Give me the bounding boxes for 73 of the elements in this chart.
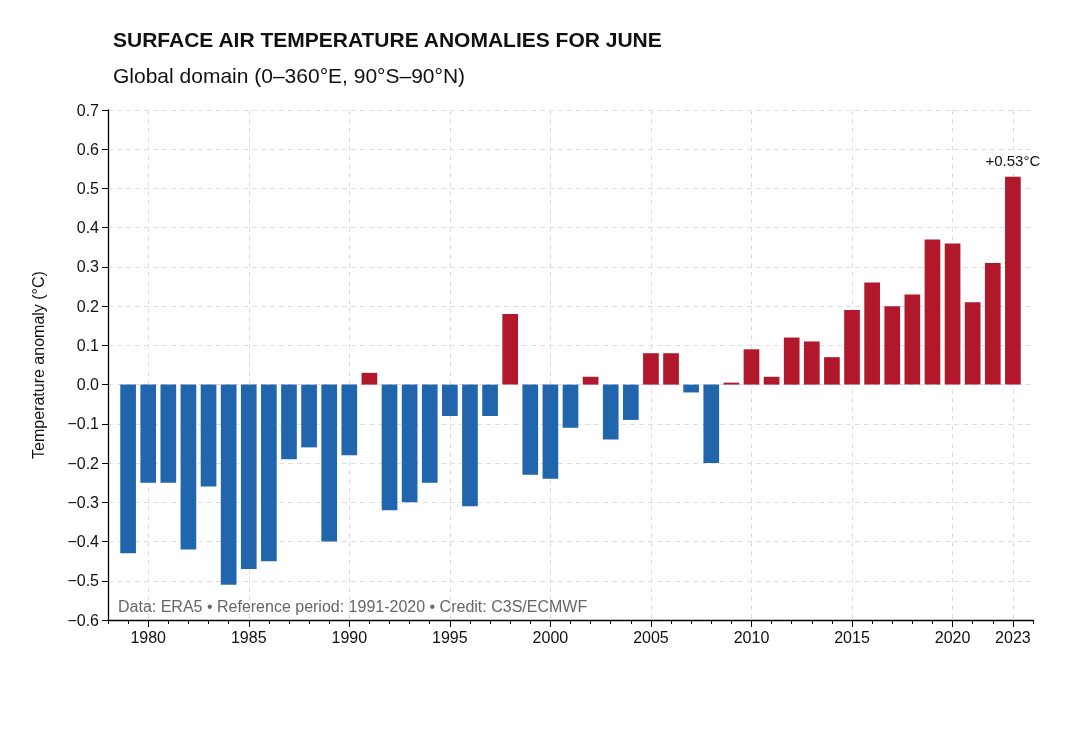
bar (643, 353, 659, 385)
y-tick-label: −0.4 (67, 533, 100, 551)
x-tick-label: 2010 (733, 628, 770, 646)
y-tick-label: 0.5 (76, 179, 100, 197)
bar (763, 376, 780, 385)
bar (824, 357, 840, 385)
bar (401, 384, 418, 503)
bar (200, 384, 217, 487)
bar (341, 384, 358, 456)
bar (844, 310, 860, 385)
bar (884, 306, 901, 385)
bar (442, 384, 458, 416)
bar (904, 294, 921, 385)
x-tick-label: 1995 (432, 628, 468, 646)
bar (562, 384, 579, 428)
bar (180, 384, 197, 550)
bar (522, 384, 539, 475)
x-tick-label: 2005 (633, 628, 669, 646)
y-tick-label: −0.5 (67, 572, 100, 590)
y-tick-label: −0.2 (67, 454, 100, 472)
bar (803, 341, 820, 385)
bar (281, 384, 297, 460)
bar (462, 384, 478, 507)
bar (964, 302, 981, 385)
bar (361, 372, 378, 385)
bar (160, 384, 177, 483)
y-axis-title: Temperature anomaly (°C) (29, 271, 47, 459)
bar (120, 384, 136, 554)
bar (683, 384, 699, 393)
y-tick-label: 0.1 (76, 336, 100, 354)
bar (783, 337, 800, 385)
bar (944, 243, 961, 385)
y-tick-label: 0.3 (76, 258, 100, 276)
x-tick-label: 2023 (995, 628, 1031, 646)
y-tick-label: −0.6 (67, 611, 100, 629)
chart-title: SURFACE AIR TEMPERATURE ANOMALIES FOR JUNE (113, 28, 662, 51)
bar (622, 384, 639, 420)
y-tick-label: 0.0 (76, 376, 100, 394)
x-tick-label: 2000 (532, 628, 569, 646)
bar (1005, 176, 1021, 385)
x-tick-label: 2015 (834, 628, 870, 646)
y-tick-label: −0.1 (67, 415, 100, 433)
bar (381, 384, 398, 511)
bar (984, 263, 1001, 385)
bar (743, 349, 760, 385)
y-tick-label: 0.2 (76, 297, 100, 315)
bar (321, 384, 338, 542)
bar (482, 384, 498, 416)
bar (261, 384, 277, 562)
bar (582, 376, 599, 385)
annotation: Data: ERA5 • Reference period: 1991-2020 • Credit: C3S/ECMWF (118, 597, 588, 615)
bar (924, 239, 941, 385)
y-tick-label: 0.4 (76, 219, 100, 237)
bar (542, 384, 559, 479)
x-tick-label: 1990 (331, 628, 368, 646)
y-tick-label: −0.3 (67, 493, 100, 511)
y-tick-label: 0.6 (76, 140, 100, 158)
bar (663, 353, 679, 385)
y-tick-label: 0.7 (76, 101, 100, 119)
x-tick-label: 2020 (934, 628, 971, 646)
bar (240, 384, 257, 569)
bar (220, 384, 237, 585)
bar (421, 384, 438, 483)
chart-subtitle: Global domain (0–360°E, 90°S–90°N) (113, 64, 466, 87)
bar (502, 314, 519, 385)
x-tick-label: 1985 (230, 628, 267, 646)
bar (602, 384, 619, 440)
x-tick-label: 1980 (130, 628, 167, 646)
bar (864, 282, 880, 385)
bar (703, 384, 720, 464)
bar (301, 384, 317, 448)
data-label: +0.53°C (985, 151, 1041, 169)
bar (140, 384, 157, 483)
